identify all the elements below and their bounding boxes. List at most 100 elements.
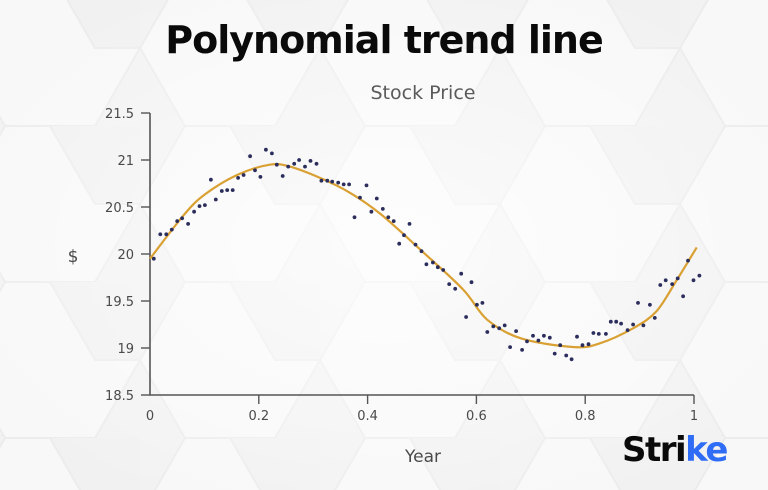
data-point bbox=[369, 209, 374, 214]
y-tick-label: 19.5 bbox=[105, 295, 134, 310]
data-point bbox=[197, 204, 202, 209]
data-point bbox=[397, 241, 402, 246]
data-point bbox=[325, 178, 330, 183]
data-point bbox=[686, 258, 690, 263]
data-point bbox=[564, 353, 569, 358]
data-point bbox=[447, 282, 452, 286]
data-point bbox=[453, 286, 458, 291]
data-point bbox=[552, 351, 557, 356]
data-point bbox=[580, 343, 585, 348]
data-point bbox=[219, 189, 224, 193]
data-point bbox=[480, 301, 485, 305]
data-point bbox=[180, 216, 185, 221]
x-tick-label: 0.4 bbox=[357, 409, 378, 424]
data-point bbox=[336, 180, 341, 185]
x-axis-title: Year bbox=[404, 447, 441, 467]
data-point bbox=[280, 174, 285, 178]
data-point bbox=[536, 338, 541, 343]
data-point bbox=[230, 188, 235, 193]
data-point bbox=[575, 334, 579, 339]
data-point bbox=[203, 203, 207, 208]
data-point bbox=[697, 273, 702, 278]
data-point bbox=[358, 195, 362, 200]
data-point bbox=[586, 342, 591, 347]
data-point bbox=[413, 242, 418, 247]
data-point bbox=[258, 175, 263, 179]
data-point bbox=[614, 319, 619, 324]
data-point bbox=[604, 332, 608, 336]
x-tick-label: 1 bbox=[690, 409, 698, 424]
data-point bbox=[508, 345, 512, 349]
x-tick-label: 0.8 bbox=[575, 409, 596, 424]
y-axis-title: $ bbox=[68, 247, 79, 267]
data-point bbox=[591, 331, 596, 335]
x-tick-label: 0.6 bbox=[466, 409, 487, 424]
data-point bbox=[330, 179, 335, 184]
data-point bbox=[286, 164, 291, 169]
data-point bbox=[514, 329, 518, 333]
data-point bbox=[475, 302, 479, 307]
data-point bbox=[459, 271, 464, 276]
data-point bbox=[225, 188, 230, 193]
data-points bbox=[151, 147, 702, 362]
data-point bbox=[364, 183, 369, 188]
data-point bbox=[264, 147, 268, 152]
page-title: Polynomial trend line bbox=[165, 18, 603, 62]
data-point bbox=[691, 278, 696, 283]
data-point bbox=[164, 232, 169, 237]
data-point bbox=[192, 209, 197, 214]
data-point bbox=[485, 330, 490, 334]
data-point bbox=[380, 207, 385, 211]
x-tick-label: 0 bbox=[146, 409, 154, 424]
data-point bbox=[569, 357, 574, 362]
data-point bbox=[391, 219, 396, 224]
data-point bbox=[520, 348, 524, 352]
data-point bbox=[670, 282, 675, 286]
data-point bbox=[497, 326, 502, 331]
data-point bbox=[658, 283, 663, 287]
data-point bbox=[236, 176, 241, 180]
data-point bbox=[374, 196, 379, 201]
data-point bbox=[186, 222, 191, 226]
data-point bbox=[596, 332, 601, 336]
data-point bbox=[314, 161, 319, 166]
data-point bbox=[608, 319, 613, 324]
data-point bbox=[241, 173, 246, 177]
data-point bbox=[525, 339, 529, 344]
data-point bbox=[625, 328, 630, 332]
logo-accent: ke bbox=[685, 430, 728, 470]
data-point bbox=[169, 227, 174, 232]
data-point bbox=[352, 215, 357, 220]
data-point bbox=[209, 177, 213, 182]
data-point bbox=[407, 222, 412, 226]
data-point bbox=[419, 249, 424, 254]
data-point bbox=[542, 333, 546, 338]
data-point bbox=[175, 219, 180, 224]
data-point bbox=[619, 321, 623, 326]
data-point bbox=[292, 161, 297, 166]
y-tick-label: 20.5 bbox=[105, 201, 134, 216]
y-tick-label: 21.5 bbox=[105, 107, 134, 122]
data-point bbox=[491, 324, 496, 329]
data-point bbox=[641, 323, 646, 328]
data-point bbox=[675, 276, 680, 281]
data-point bbox=[151, 256, 156, 261]
data-point bbox=[558, 343, 563, 348]
data-point bbox=[469, 280, 474, 285]
data-point bbox=[308, 159, 313, 163]
data-point bbox=[547, 335, 552, 340]
y-tick-label: 21 bbox=[117, 154, 134, 169]
data-point bbox=[531, 333, 535, 338]
data-point bbox=[274, 162, 279, 167]
y-tick-label: 20 bbox=[117, 248, 134, 263]
data-point bbox=[158, 232, 163, 237]
data-point bbox=[441, 268, 446, 272]
data-point bbox=[402, 233, 406, 238]
chart-axes: 18.5 19 19.5 20 20.5 21 21.5 0 0.2 0.4 0.6 0.8 1 bbox=[105, 107, 698, 424]
data-point bbox=[681, 294, 685, 299]
y-tick-label: 19 bbox=[117, 342, 134, 357]
y-tick-label: 18.5 bbox=[105, 389, 134, 404]
data-point bbox=[248, 154, 253, 159]
